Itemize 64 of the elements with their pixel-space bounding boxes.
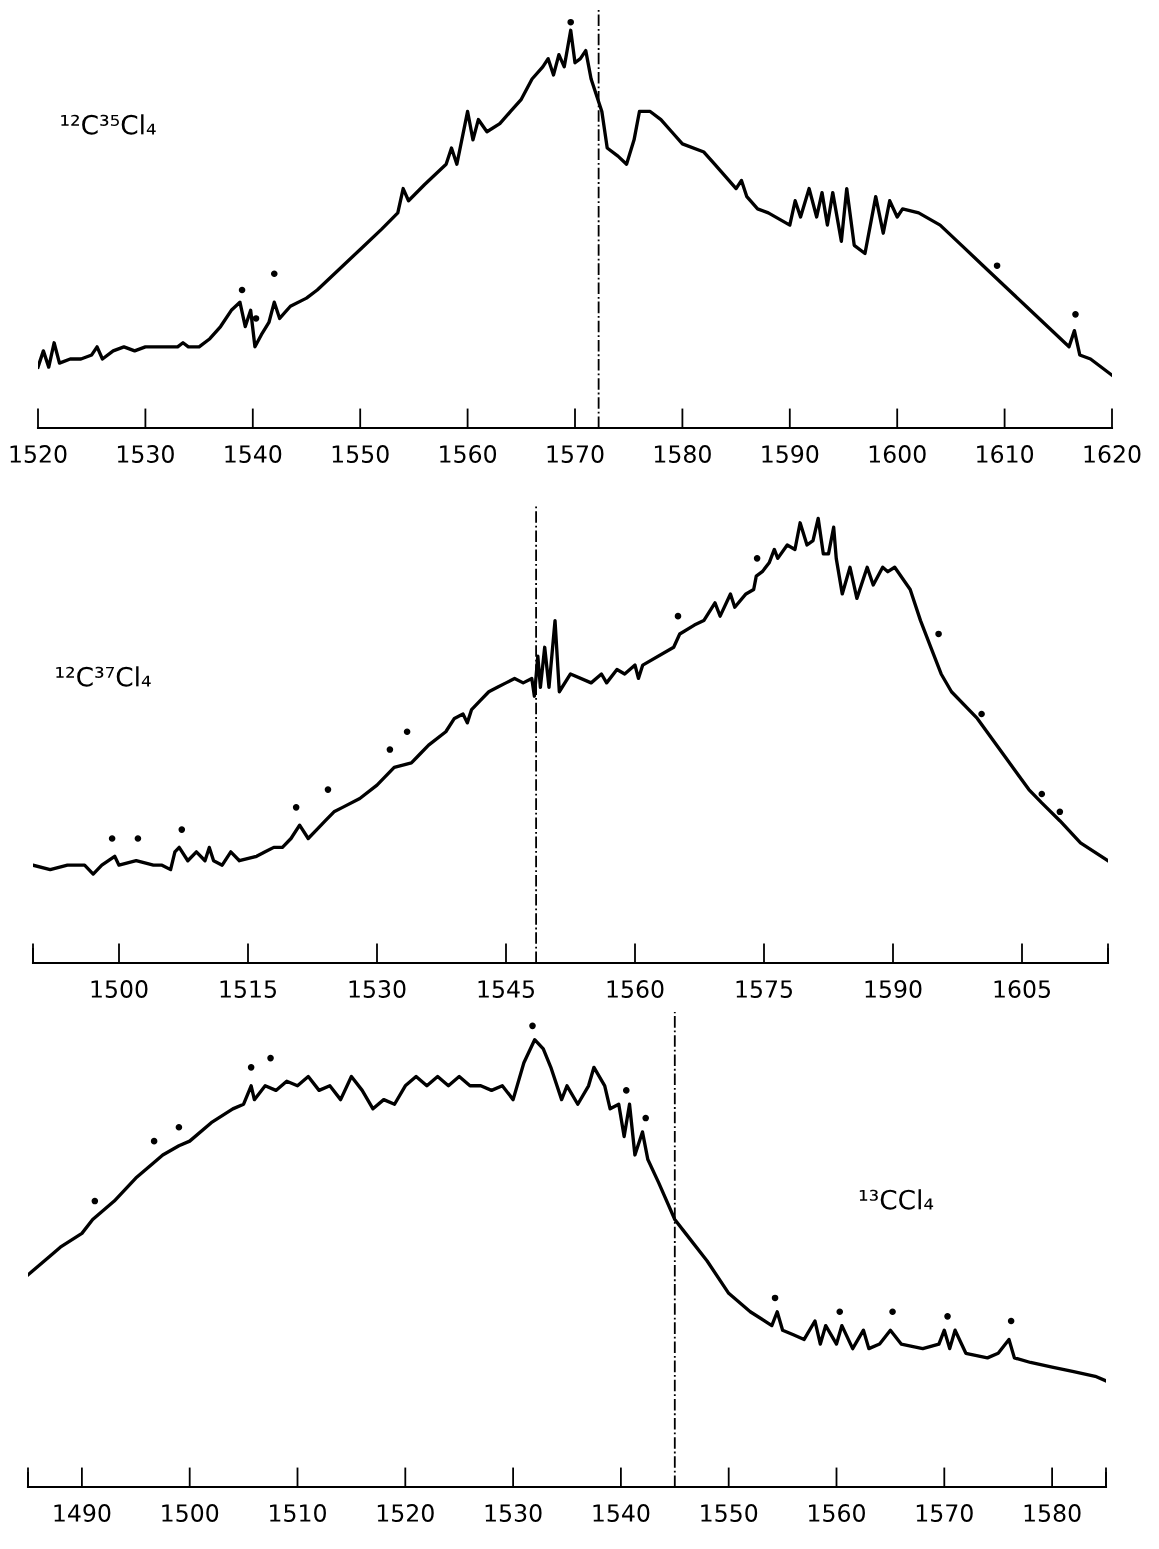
- point: [567, 18, 574, 26]
- point: [622, 1087, 630, 1094]
- point: [252, 315, 260, 322]
- x-tick-label: 1600: [869, 445, 926, 463]
- x-tick-label: 1560: [809, 1504, 865, 1522]
- x-tick-label: 1570: [916, 1504, 973, 1522]
- point: [944, 1313, 951, 1320]
- x-tick-label: 1590: [865, 980, 922, 998]
- point: [238, 286, 246, 294]
- x-tick-label: 1515: [220, 980, 276, 998]
- annotation: ¹²C³⁷Cl₄: [56, 666, 151, 687]
- point: [889, 1308, 896, 1316]
- x-tick-label: 1520: [377, 1504, 434, 1522]
- point: [178, 826, 186, 833]
- point: [529, 1022, 536, 1030]
- x-tick-label: 1550: [701, 1504, 758, 1522]
- point: [642, 1114, 649, 1122]
- point: [150, 1137, 158, 1145]
- x-tick-label: 1560: [440, 445, 497, 463]
- point: [836, 1308, 844, 1316]
- point: [91, 1197, 99, 1205]
- x-tick-label: 1530: [485, 1504, 542, 1522]
- point: [247, 1064, 255, 1071]
- annotation: ¹³CCl₄: [859, 1189, 934, 1210]
- point: [935, 630, 942, 638]
- annotation: ¹²C³⁵Cl₄: [61, 114, 156, 135]
- x-tick-label: 1590: [762, 445, 819, 463]
- x-tick-label: 1575: [736, 980, 792, 998]
- x-tick-label: 1530: [349, 980, 406, 998]
- point: [108, 835, 116, 842]
- x-tick-label: 1545: [478, 980, 534, 998]
- x-tick-label: 1580: [1024, 1504, 1081, 1522]
- point: [978, 710, 985, 718]
- point: [1072, 311, 1079, 318]
- x-tick-label: 1610: [977, 445, 1034, 463]
- x-tick-label: 1510: [270, 1504, 326, 1522]
- point: [771, 1294, 779, 1302]
- point: [1038, 790, 1046, 798]
- point: [175, 1123, 183, 1131]
- x-tick-label: 1540: [225, 445, 282, 463]
- x-tick-label: 1540: [593, 1504, 650, 1522]
- point: [324, 786, 332, 793]
- point: [674, 612, 682, 620]
- x-tick-label: 1500: [91, 980, 148, 998]
- point: [267, 1054, 274, 1062]
- point: [386, 746, 394, 753]
- x-tick-label: 1570: [547, 445, 604, 463]
- x-tick-label: 1520: [10, 445, 67, 463]
- point: [292, 804, 300, 811]
- x-tick-label: 1500: [162, 1504, 219, 1522]
- x-tick-label: 1605: [994, 980, 1050, 998]
- x-tick-label: 1530: [117, 445, 174, 463]
- point: [134, 835, 142, 842]
- point: [1007, 1317, 1015, 1325]
- x-tick-label: 1490: [54, 1504, 111, 1522]
- x-tick-label: 1560: [607, 980, 664, 998]
- point: [753, 555, 761, 562]
- x-tick-label: 1580: [654, 445, 711, 463]
- point: [403, 728, 411, 736]
- x-tick-label: 1620: [1084, 445, 1141, 463]
- point: [270, 270, 278, 278]
- point: [1056, 808, 1064, 816]
- x-tick-label: 1550: [332, 445, 389, 463]
- point: [993, 262, 1001, 269]
